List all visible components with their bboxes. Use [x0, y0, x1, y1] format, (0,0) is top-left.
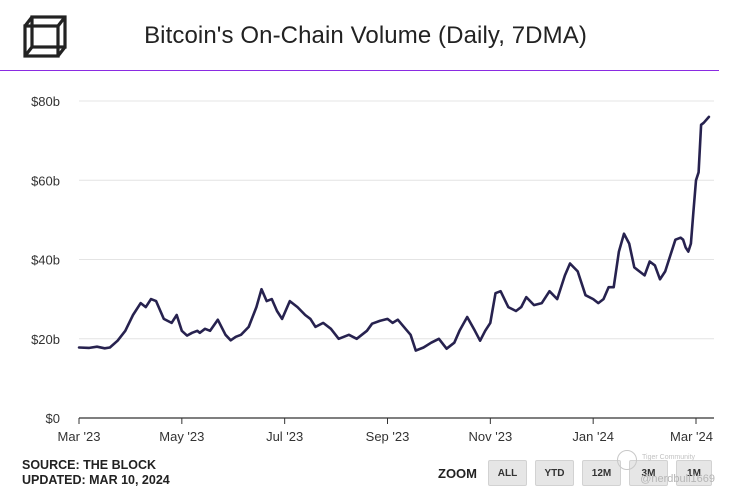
line-chart: $0 $20b $40b $60b $80b Mar '23 May '23 Jul '23 S… [31, 94, 714, 444]
x-tick-label: Jan '24 [572, 429, 614, 444]
y-tick-label: $40b [31, 253, 60, 268]
updated-text: UPDATED: MAR 10, 2024 [22, 473, 170, 487]
watermark-community: Tiger Community [642, 454, 696, 461]
zoom-12m-button[interactable]: 12M [582, 460, 621, 486]
y-tick-label: $20b [31, 332, 60, 347]
title-divider [0, 70, 719, 71]
source-footer: SOURCE: THE BLOCK UPDATED: MAR 10, 2024 [22, 458, 170, 488]
x-tick-label: Mar '23 [58, 429, 101, 444]
zoom-1m-button[interactable]: 1M [676, 460, 712, 486]
x-tick-label: Jul '23 [266, 429, 303, 444]
page-title: Bitcoin's On-Chain Volume (Daily, 7DMA) [144, 22, 587, 49]
y-tick-label: $0 [46, 411, 60, 426]
x-tick-label: Mar '24 [670, 429, 713, 444]
source-text: SOURCE: THE BLOCK [22, 458, 157, 472]
the-block-logo-icon [23, 15, 67, 58]
y-tick-label: $80b [31, 94, 60, 109]
zoom-all-button[interactable]: ALL [488, 460, 527, 486]
watermark-logo-icon [617, 450, 637, 470]
zoom-ytd-button[interactable]: YTD [535, 460, 574, 486]
watermark-handle: @nerdbull1669 [640, 473, 715, 485]
x-tick-label: Sep '23 [366, 429, 410, 444]
series-line-on-chain-volume [77, 115, 711, 352]
x-tick-label: Nov '23 [469, 429, 513, 444]
zoom-label: ZOOM [438, 466, 477, 481]
y-tick-label: $60b [31, 173, 60, 188]
x-tick-label: May '23 [159, 429, 204, 444]
